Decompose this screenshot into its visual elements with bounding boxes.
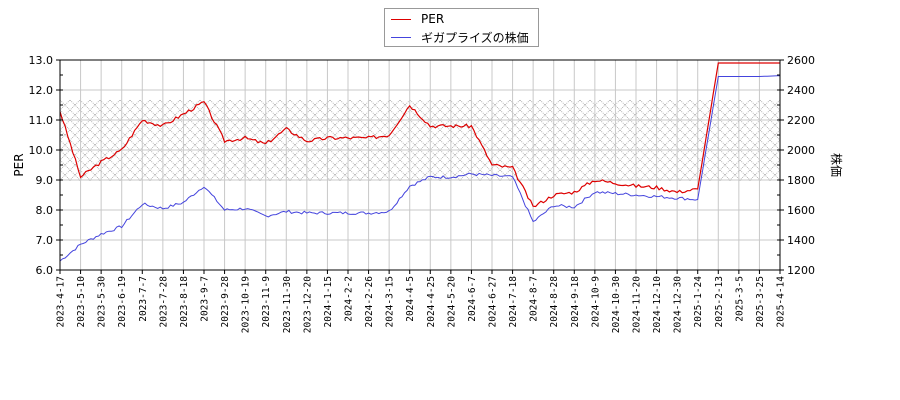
xtick-label: 2023-11-30 bbox=[282, 276, 293, 333]
legend-label-price: ギガプライズの株価 bbox=[421, 30, 529, 45]
xtick-label: 2024-4-5 bbox=[405, 276, 416, 322]
y-axis-title-right: 株価 bbox=[829, 153, 844, 177]
xtick-label: 2024-3-15 bbox=[385, 276, 396, 327]
price-line bbox=[60, 75, 780, 262]
ytick-label-left: 9.0 bbox=[36, 174, 54, 187]
ytick-label-right: 2400 bbox=[787, 84, 815, 97]
legend-swatch-per bbox=[391, 18, 411, 20]
xtick-label: 2023-6-19 bbox=[117, 276, 128, 328]
xtick-label: 2024-6-27 bbox=[488, 276, 499, 327]
xtick-label: 2023-10-19 bbox=[241, 276, 252, 333]
ytick-label-left: 7.0 bbox=[36, 234, 54, 247]
xtick-label: 2023-9-28 bbox=[220, 276, 231, 328]
xtick-label: 2023-11-9 bbox=[261, 276, 272, 328]
xtick-label: 2024-6-7 bbox=[467, 276, 478, 322]
xtick-label: 2025-4-14 bbox=[776, 276, 787, 328]
legend-item-price: ギガプライズの株価 bbox=[391, 29, 529, 45]
ytick-label-right: 2600 bbox=[787, 54, 815, 67]
xtick-label: 2024-11-20 bbox=[632, 276, 643, 333]
xtick-label: 2024-8-7 bbox=[529, 276, 540, 322]
xtick-label: 2024-10-30 bbox=[611, 276, 622, 333]
xtick-label: 2024-2-2 bbox=[344, 276, 355, 322]
xtick-label: 2024-1-15 bbox=[323, 276, 334, 327]
xtick-label: 2024-2-26 bbox=[364, 276, 375, 328]
xtick-label: 2023-5-30 bbox=[97, 276, 108, 328]
xtick-label: 2023-7-7 bbox=[138, 276, 149, 322]
xtick-label: 2024-7-18 bbox=[508, 276, 519, 328]
xtick-label: 2024-10-9 bbox=[590, 276, 601, 328]
ytick-label-left: 8.0 bbox=[36, 204, 54, 217]
ytick-label-right: 1600 bbox=[787, 204, 815, 217]
xtick-label: 2023-8-18 bbox=[179, 276, 190, 328]
ytick-label-left: 10.0 bbox=[29, 144, 54, 157]
shaded-band bbox=[60, 99, 780, 181]
xtick-label: 2024-12-30 bbox=[673, 276, 684, 333]
xtick-label: 2025-1-24 bbox=[693, 276, 704, 328]
ytick-label-right: 1200 bbox=[787, 264, 815, 277]
xtick-label: 2025-3-25 bbox=[755, 276, 766, 327]
xtick-label: 2024-12-10 bbox=[652, 276, 663, 333]
legend-item-per: PER bbox=[391, 11, 444, 27]
per-line bbox=[60, 62, 780, 208]
plot-area: 6.0 7.0 8.0 9.0 10.0 11.0 12.0 13.0 1200 1400 1600… bbox=[12, 54, 844, 333]
xtick-label: 2023-4-17 bbox=[56, 276, 67, 327]
xtick-label: 2024-9-18 bbox=[570, 276, 581, 328]
ytick-label-right: 1400 bbox=[787, 234, 815, 247]
ytick-label-left: 6.0 bbox=[36, 264, 54, 277]
xtick-label: 2023-12-20 bbox=[302, 276, 313, 333]
xtick-label: 2023-9-7 bbox=[200, 276, 211, 322]
xtick-label: 2023-7-28 bbox=[158, 276, 169, 328]
ytick-label-right: 2200 bbox=[787, 114, 815, 127]
xtick-label: 2025-2-13 bbox=[714, 276, 725, 327]
legend-label-per: PER bbox=[421, 12, 445, 26]
ytick-label-left: 11.0 bbox=[29, 114, 54, 127]
legend: PER ギガプライズの株価 bbox=[384, 8, 539, 47]
xtick-label: 2024-5-20 bbox=[446, 276, 457, 328]
xtick-label: 2024-8-28 bbox=[549, 276, 560, 328]
xtick-label: 2023-5-10 bbox=[76, 276, 87, 328]
ytick-label-right: 1800 bbox=[787, 174, 815, 187]
xtick-label: 2024-4-25 bbox=[426, 276, 437, 327]
xtick-label: 2025-3-5 bbox=[734, 276, 745, 322]
ytick-label-left: 13.0 bbox=[29, 54, 54, 67]
legend-swatch-price bbox=[391, 36, 411, 38]
ytick-label-left: 12.0 bbox=[29, 84, 54, 97]
y-axis-title-left: PER bbox=[12, 153, 26, 176]
ytick-label-right: 2000 bbox=[787, 144, 815, 157]
